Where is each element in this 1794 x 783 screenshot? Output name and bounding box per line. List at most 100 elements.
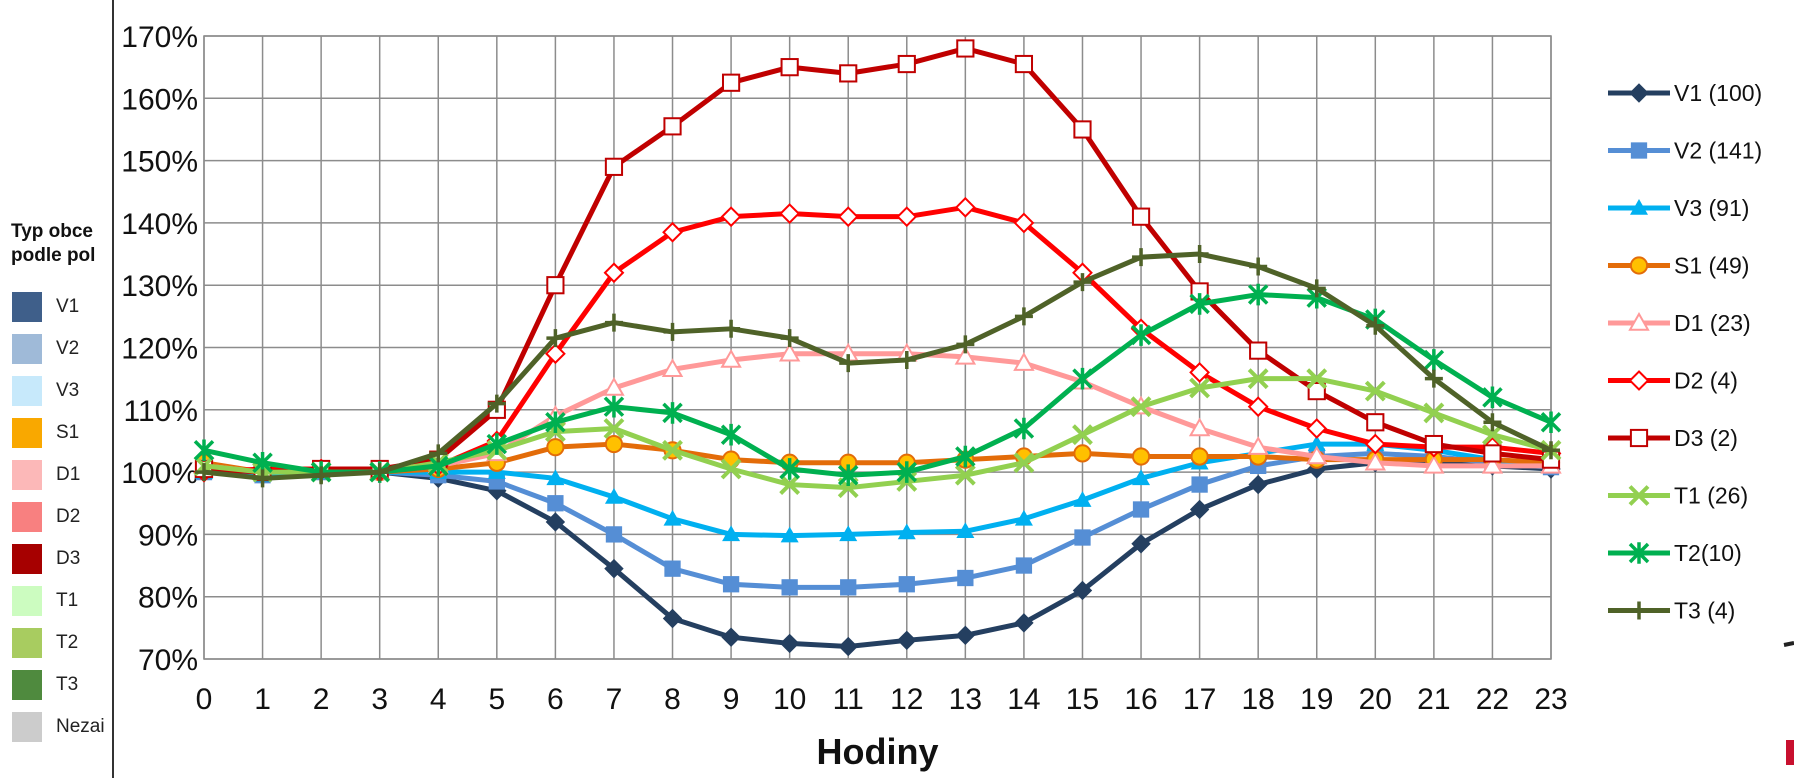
data-point [1482,424,1503,446]
data-point [312,466,331,485]
legend-entry: V3 (91) [1608,195,1749,221]
background-legend-item: D2 [12,500,80,534]
background-legend-item: T2 [12,626,78,660]
data-point [779,203,801,224]
y-tick-label: 100% [121,457,198,490]
data-point [193,439,215,462]
series-group [195,245,1560,488]
legend-entry: D3 (2) [1608,425,1738,451]
x-tick-label: 15 [1066,683,1099,716]
data-point [956,522,975,539]
x-tick-label: 14 [1007,683,1040,716]
background-legend-title-line1: Typ obce [11,221,93,242]
background-legend-title-line2: podle pol [11,245,96,266]
y-tick-label: 120% [121,333,198,366]
data-point [663,509,682,526]
x-tick-label: 7 [606,683,623,716]
data-point [1483,444,1502,463]
data-point [604,313,623,332]
x-tick-label: 2 [313,683,330,716]
data-point [1249,257,1268,276]
data-point [1013,212,1035,234]
x-tick-label: 6 [547,683,564,716]
data-point [1247,436,1269,455]
background-legend-item: V1 [12,290,79,324]
legend-swatch [12,628,42,658]
data-point [720,206,742,228]
data-point [780,329,799,348]
background-legend-item: Nezai [12,710,105,744]
data-point [722,319,741,338]
data-point [1423,402,1445,424]
legend-label: S1 [56,422,80,443]
data-point [663,117,682,136]
data-point [1424,434,1443,454]
data-point [603,262,625,284]
x-tick-label: 4 [430,683,447,716]
data-point [778,342,801,362]
background-legend-item: V2 [12,332,79,366]
data-point [840,579,857,596]
x-tick-label: 17 [1183,683,1216,716]
data-point [1364,380,1386,402]
legend-label: T1 (26) [1674,483,1748,509]
data-point [1247,368,1269,390]
data-point [1130,324,1152,346]
x-tick-label: 22 [1476,683,1509,716]
data-point [546,276,565,295]
legend-swatch [12,292,42,322]
data-point [1366,413,1385,432]
x-tick-label: 12 [890,683,923,716]
data-point [1073,444,1092,463]
data-point [897,350,916,369]
legend-label: D3 [56,548,81,569]
series-line [203,292,1552,478]
legend-swatch [12,376,42,406]
data-point [253,469,272,488]
data-point [1073,491,1092,507]
data-point [1248,474,1268,495]
x-tick-label: 10 [773,683,806,716]
legend-entry: V1 (100) [1608,80,1762,106]
line-chart: 70%80%90%100%110%120%130%140%150%160%170… [121,21,1762,772]
data-point [897,630,917,651]
data-point [1189,499,1210,520]
data-point [955,625,976,646]
legend-label: V2 [56,338,80,359]
data-point [1249,341,1268,360]
legend-label: V1 (100) [1674,80,1762,106]
data-point [956,335,975,354]
x-tick-label: 18 [1241,683,1274,716]
data-point [1189,362,1211,383]
x-tick-label: 5 [488,683,505,716]
data-point [955,445,976,468]
data-point [1014,613,1034,633]
data-point [1307,382,1326,401]
data-point [1306,445,1328,465]
x-tick-label: 23 [1534,683,1567,716]
data-point [603,418,625,439]
data-point [1364,433,1386,455]
y-tick-label: 160% [121,83,198,116]
legend-entry: D1 (23) [1608,310,1751,336]
data-point [1630,199,1648,215]
legend-label: Nezai [56,716,105,737]
data-point [370,463,389,482]
series-line [203,376,1552,491]
data-point [662,439,683,461]
legend-label: T1 [56,590,79,611]
data-point [546,469,565,486]
data-point [1629,428,1649,448]
legend-label: V3 (91) [1674,195,1749,221]
x-tick-label: 19 [1300,683,1333,716]
data-point [1423,349,1445,371]
legend-label: D2 (4) [1674,368,1738,394]
data-point [1014,509,1033,526]
legend-label: V3 [56,380,80,401]
data-point [662,608,683,629]
data-point [1130,396,1152,418]
x-axis-title: Hodiny [817,731,939,772]
data-point [779,474,801,495]
data-point [603,395,625,418]
data-point [664,560,681,577]
